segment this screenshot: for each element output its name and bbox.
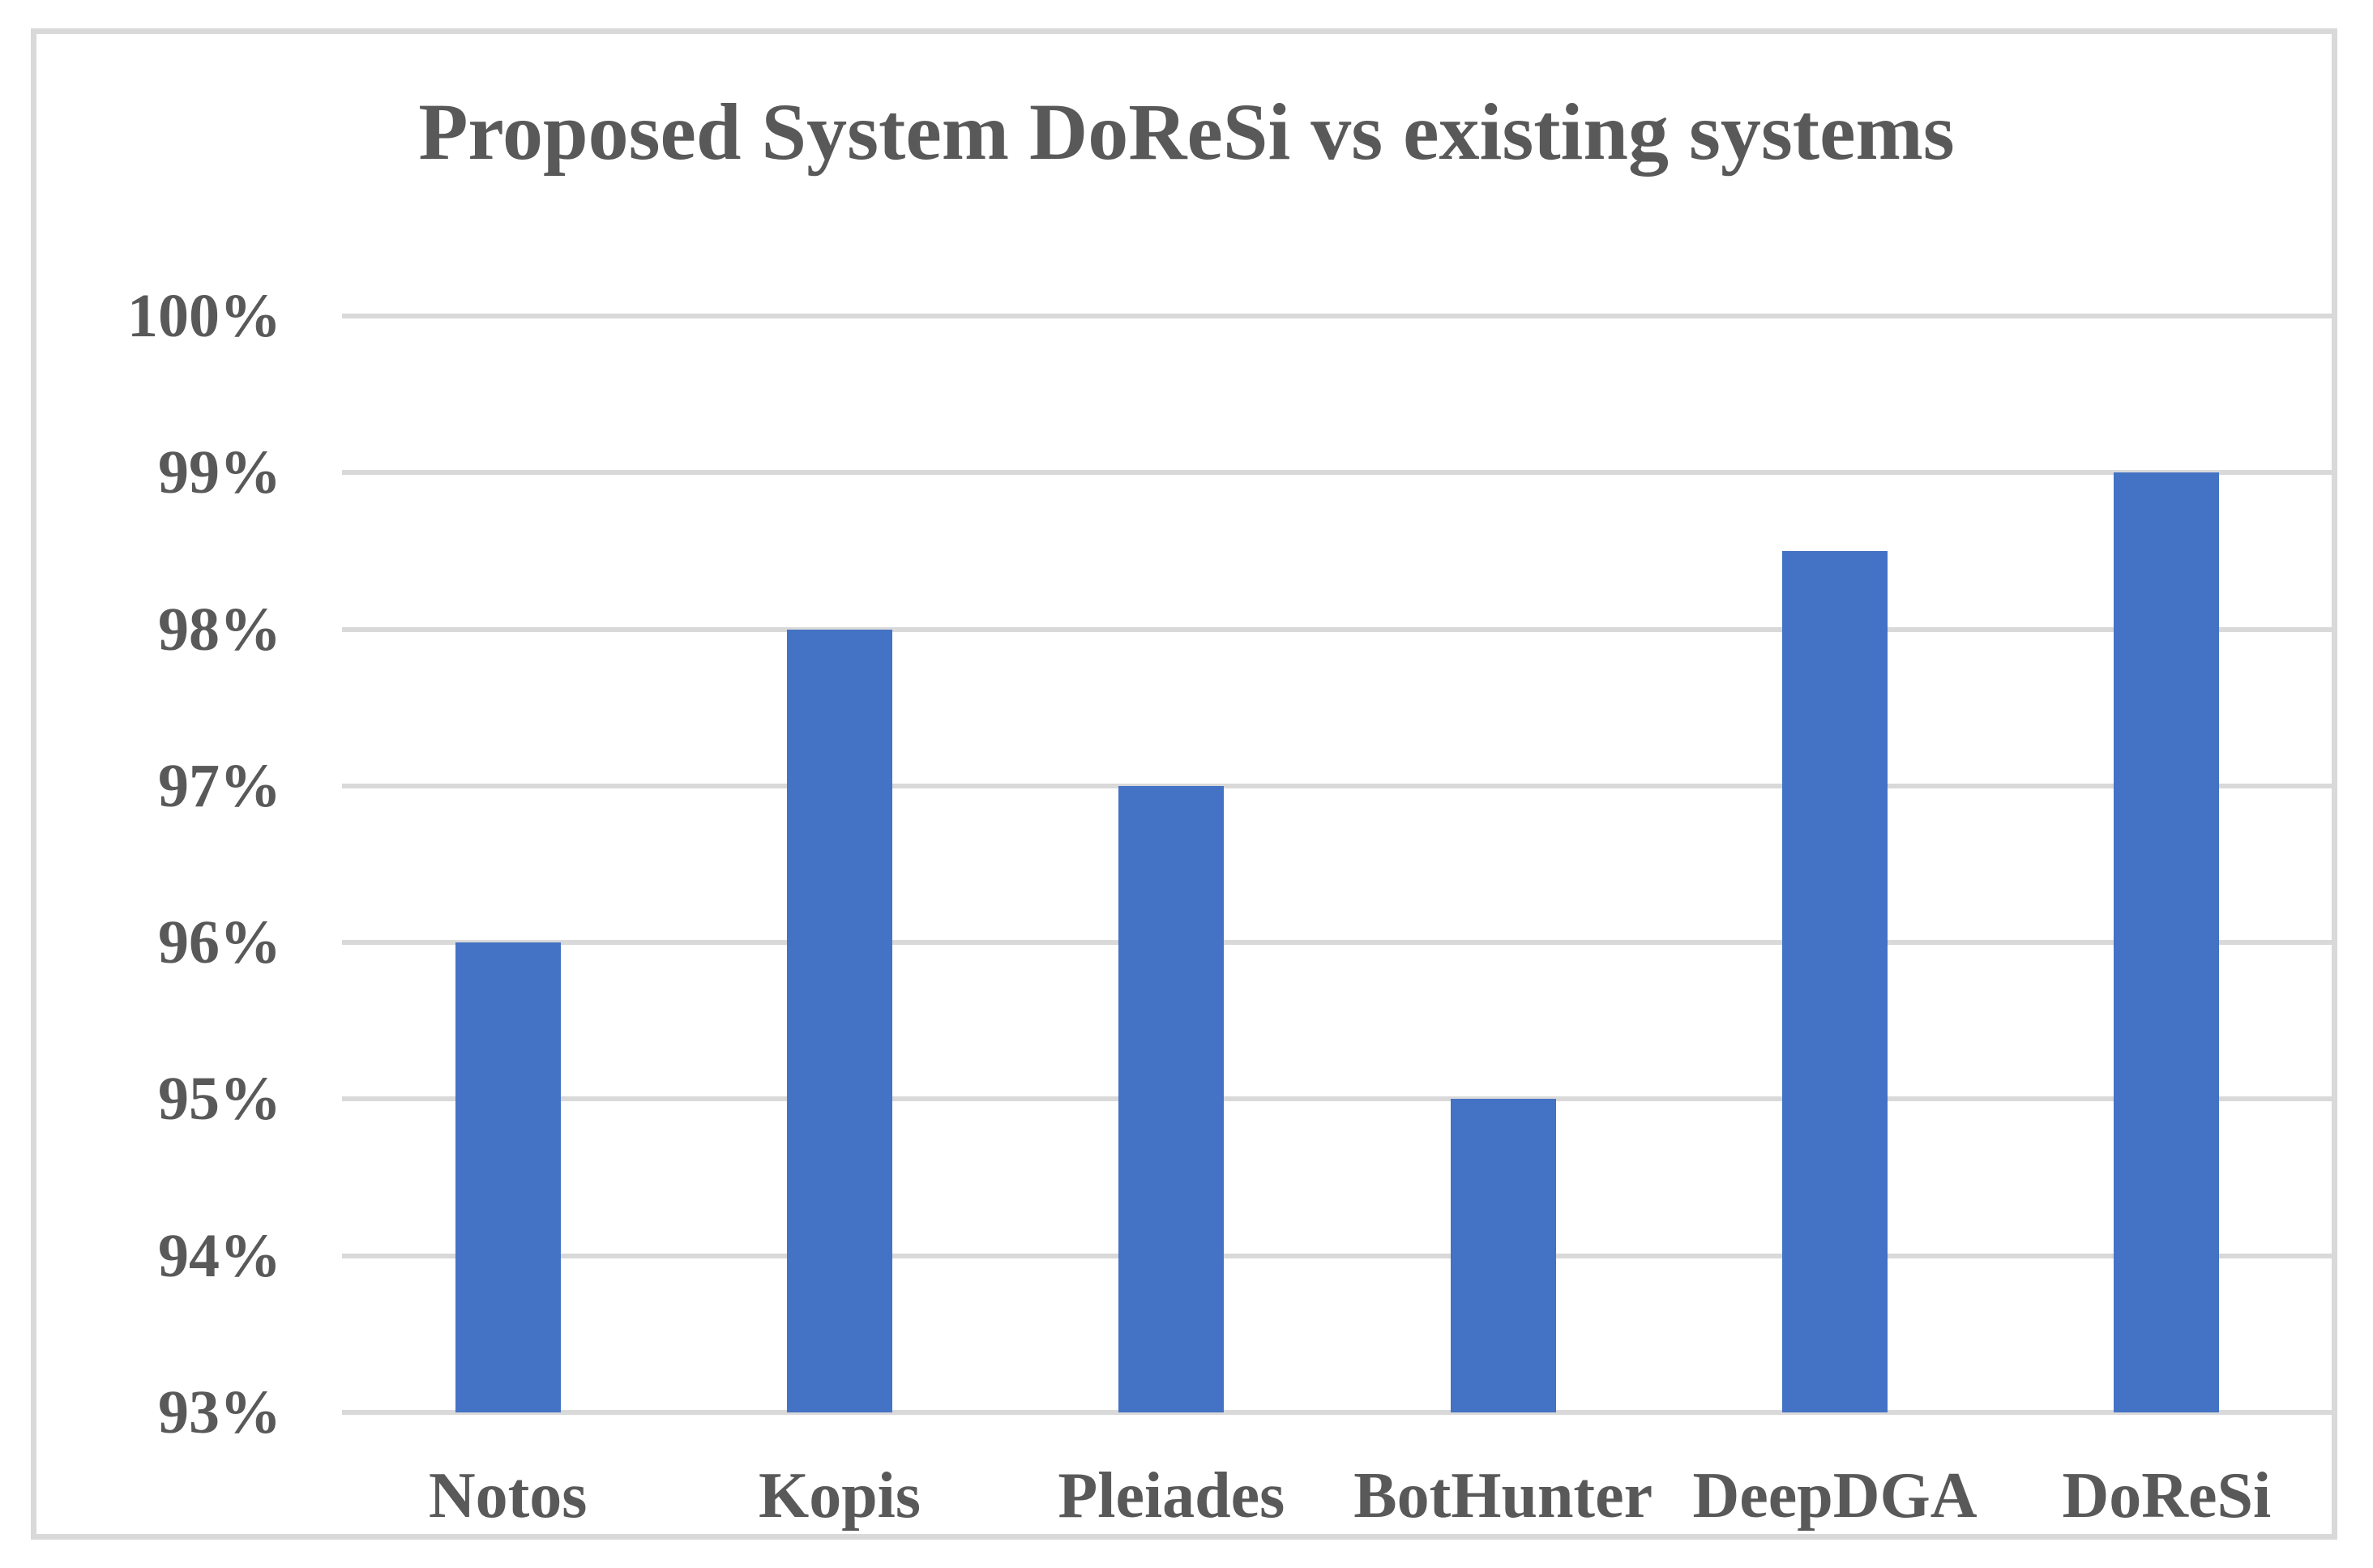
y-axis-tick-label: 93% — [158, 1378, 281, 1446]
gridline — [342, 783, 2332, 788]
y-axis-tick-label: 96% — [158, 908, 281, 977]
y-axis-tick-label: 98% — [158, 595, 281, 664]
bar-notos — [455, 942, 561, 1412]
y-axis-tick-label: 94% — [158, 1221, 281, 1290]
x-axis-category-label: Pleiades — [1058, 1460, 1285, 1532]
bar-deepdga — [1782, 551, 1888, 1412]
x-axis-category-label: Notos — [428, 1460, 588, 1532]
gridline — [342, 1096, 2332, 1102]
gridline — [342, 314, 2332, 318]
bar-kopis — [787, 630, 892, 1412]
x-axis-category-label: DoReSi — [2062, 1460, 2272, 1532]
plot-area — [342, 314, 2332, 1415]
gridline — [342, 940, 2332, 946]
x-axis-category-label: BotHunter — [1353, 1460, 1653, 1532]
chart-title: Proposed System DoReSi vs existing syste… — [418, 87, 1955, 177]
x-axis-category-label: DeepDGA — [1692, 1460, 1978, 1532]
gridline — [342, 626, 2332, 632]
bar-bothunter — [1450, 1099, 1556, 1412]
bar-pleiades — [1118, 786, 1225, 1412]
gridline — [342, 470, 2332, 476]
gridline — [342, 1253, 2332, 1258]
gridline — [342, 1410, 2332, 1415]
x-axis-category-label: Kopis — [758, 1460, 921, 1532]
y-axis-tick-label: 100% — [127, 282, 281, 350]
y-axis-tick-label: 99% — [158, 438, 281, 507]
y-axis-tick-label: 97% — [158, 751, 281, 820]
y-axis-tick-label: 95% — [158, 1065, 281, 1134]
bar-doresi — [2114, 472, 2220, 1412]
